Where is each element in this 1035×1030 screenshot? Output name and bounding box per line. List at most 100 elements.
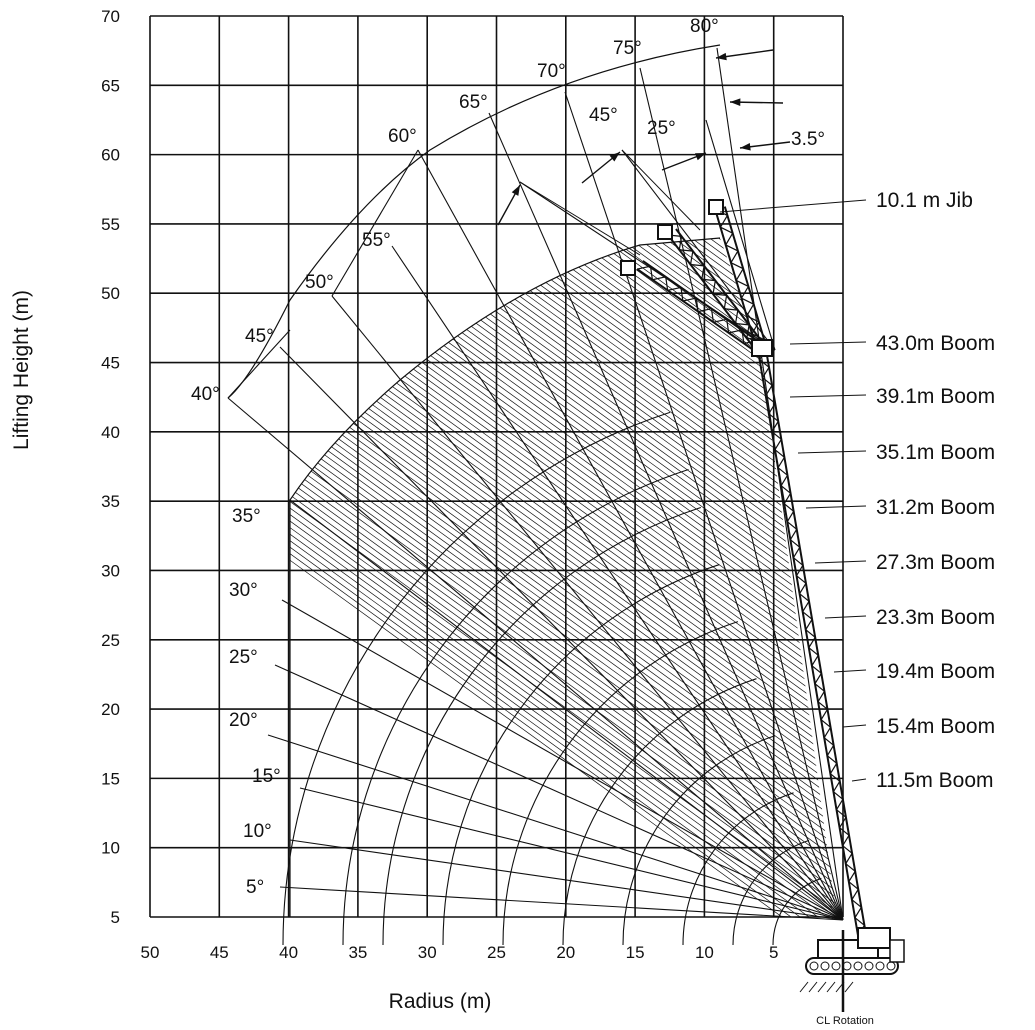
boom-label-leader bbox=[789, 341, 867, 345]
hatch-lines bbox=[290, 238, 835, 917]
y-tick-label: 20 bbox=[101, 700, 120, 719]
hatch-line bbox=[290, 238, 835, 917]
hatch-line bbox=[290, 238, 835, 917]
boom-angle-line bbox=[267, 734, 844, 921]
x-tick-label: 15 bbox=[626, 943, 645, 962]
direction-arrow bbox=[661, 152, 707, 171]
angle-label: 3.5° bbox=[791, 129, 825, 150]
hatch-line bbox=[290, 238, 835, 917]
jib-offset-line bbox=[519, 181, 776, 351]
hatch-line bbox=[290, 238, 835, 917]
boom-length-label: 31.2m Boom bbox=[876, 496, 995, 519]
hatch-line bbox=[290, 238, 835, 917]
hatch-line bbox=[290, 238, 835, 917]
hatch-line bbox=[290, 238, 835, 917]
angle-label: 10° bbox=[243, 821, 272, 842]
hatch-line bbox=[290, 238, 835, 917]
ground-hatch bbox=[826, 981, 836, 993]
boom-length-label: 35.1m Boom bbox=[876, 441, 995, 464]
hatch-line bbox=[290, 238, 835, 917]
y-tick-label: 15 bbox=[101, 769, 120, 788]
boom-length-arc bbox=[682, 792, 794, 946]
hatch-line bbox=[290, 238, 835, 917]
jib-offset-line bbox=[621, 149, 701, 231]
ground-hatch bbox=[844, 981, 854, 993]
hatch-line bbox=[290, 238, 835, 917]
x-tick-label: 10 bbox=[695, 943, 714, 962]
hatch-line bbox=[290, 238, 835, 917]
cl-rotation-label: CL Rotation bbox=[816, 1015, 874, 1027]
hatch-line bbox=[290, 238, 835, 917]
y-tick-label: 30 bbox=[101, 561, 120, 580]
angle-label: 45° bbox=[245, 326, 274, 347]
hatch-line bbox=[290, 238, 835, 917]
jib-label: 10.1 m Jib bbox=[876, 189, 973, 212]
x-tick-label: 5 bbox=[769, 943, 778, 962]
hatch-line bbox=[290, 238, 835, 917]
y-tick-label: 45 bbox=[101, 354, 120, 373]
hatch-line bbox=[290, 238, 835, 917]
boom-label-leader bbox=[851, 778, 867, 782]
boom-angle-line bbox=[417, 149, 844, 921]
track-roller bbox=[831, 961, 841, 971]
direction-arrow bbox=[497, 184, 521, 226]
hatch-line bbox=[290, 238, 835, 917]
angle-label: 55° bbox=[362, 230, 391, 251]
y-tick-label: 65 bbox=[101, 76, 120, 95]
jib-envelope-arc bbox=[227, 44, 721, 399]
hatch-line bbox=[290, 238, 835, 917]
ground-hatch bbox=[835, 981, 845, 993]
boom-label-leader bbox=[797, 450, 867, 454]
hatch-line bbox=[290, 238, 835, 917]
y-tick-label: 35 bbox=[101, 492, 120, 511]
hatch-line bbox=[290, 238, 835, 917]
boom-angle-line bbox=[299, 787, 844, 921]
hatch-line bbox=[290, 238, 835, 917]
hatch-line bbox=[290, 238, 835, 917]
x-tick-label: 20 bbox=[556, 943, 575, 962]
angle-label: 5° bbox=[246, 877, 264, 898]
y-tick-label: 55 bbox=[101, 215, 120, 234]
boom-length-arc bbox=[342, 468, 689, 946]
boom-label-leader bbox=[833, 669, 867, 673]
working-area-outline bbox=[289, 237, 721, 917]
boom-angle-line bbox=[281, 599, 844, 921]
x-tick-label: 50 bbox=[141, 943, 160, 962]
y-tick-label: 40 bbox=[101, 423, 120, 442]
jib-low bbox=[636, 260, 766, 355]
hatch-line bbox=[290, 238, 835, 917]
hatch-line bbox=[290, 238, 835, 917]
direction-arrow bbox=[715, 49, 774, 61]
boom-length-arc bbox=[562, 678, 757, 946]
hatch-line bbox=[290, 238, 835, 917]
boom-angle-line bbox=[274, 664, 844, 921]
ground-hatch bbox=[817, 981, 827, 993]
hatch-line bbox=[290, 238, 835, 917]
jib-tip-sheave bbox=[708, 199, 724, 215]
angle-label: 30° bbox=[229, 580, 258, 601]
boom-length-label: 15.4m Boom bbox=[876, 715, 995, 738]
angle-label: 70° bbox=[537, 61, 566, 82]
boom-angle-line bbox=[391, 245, 844, 921]
track-roller bbox=[875, 961, 885, 971]
ground-hatch bbox=[808, 981, 818, 993]
boom-and-jib-drawing bbox=[620, 199, 867, 936]
boom-length-label: 19.4m Boom bbox=[876, 660, 995, 683]
hatch-line bbox=[290, 238, 835, 917]
jib-tip-sheave bbox=[620, 260, 636, 276]
hatch-line bbox=[290, 238, 835, 917]
hatch-line bbox=[290, 238, 835, 917]
jib-label-leader bbox=[719, 199, 867, 213]
hatch-line bbox=[290, 238, 835, 917]
direction-arrow bbox=[581, 151, 621, 184]
jib-offset-line bbox=[519, 181, 641, 256]
y-tick-label: 5 bbox=[111, 908, 120, 927]
boom-length-arc bbox=[442, 564, 720, 946]
x-tick-label: 25 bbox=[487, 943, 506, 962]
hatch-line bbox=[290, 238, 835, 917]
y-axis-title: Lifting Height (m) bbox=[10, 290, 33, 450]
hatch-line bbox=[290, 238, 835, 917]
hatch-line bbox=[290, 238, 835, 917]
boom-length-arc bbox=[502, 621, 739, 946]
